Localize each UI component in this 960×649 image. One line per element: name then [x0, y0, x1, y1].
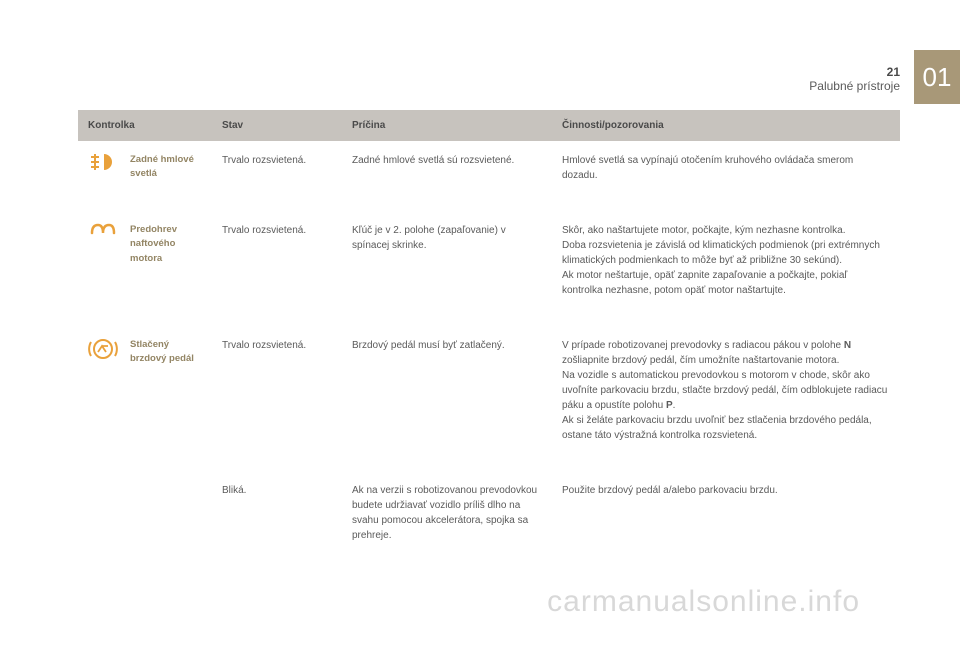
stav-cell: Trvalo rozsvietená.	[212, 143, 342, 211]
col-stav: Stav	[212, 110, 342, 141]
indicator-label: Stlačený brzdový pedál	[120, 328, 212, 571]
icon-cell	[78, 213, 120, 326]
indicator-label: Zadné hmlové svetlá	[120, 143, 212, 211]
col-pricina: Príčina	[342, 110, 552, 141]
cinnosti-cell: Hmlové svetlá sa vypínajú otočením kruho…	[552, 143, 900, 211]
brake-pedal-icon	[88, 336, 118, 362]
stav-cell: Bliká.	[212, 473, 342, 571]
pricina-cell: Zadné hmlové svetlá sú rozsvietené.	[342, 143, 552, 211]
preheat-icon	[89, 221, 117, 237]
icon-cell	[78, 328, 120, 571]
cinnosti-cell: Použite brzdový pedál a/alebo parkovaciu…	[552, 473, 900, 571]
stav-cell: Trvalo rozsvietená.	[212, 213, 342, 326]
table-row: Zadné hmlové svetlá Trvalo rozsvietená. …	[78, 143, 900, 211]
page-header-block: 21 Palubné prístroje	[809, 65, 900, 94]
pricina-cell: Ak na verzii s robotizovanou prevodovkou…	[342, 473, 552, 571]
indicator-label: Predohrev naftového motora	[120, 213, 212, 326]
cinnosti-cell: V prípade robotizovanej prevodovky s rad…	[552, 328, 900, 471]
table-row: Predohrev naftového motora Trvalo rozsvi…	[78, 213, 900, 326]
col-cinnosti: Činnosti/pozorovania	[552, 110, 900, 141]
indicators-table: Kontrolka Stav Príčina Činnosti/pozorova…	[78, 108, 900, 573]
watermark-text: carmanualsonline.info	[547, 585, 860, 619]
icon-cell	[78, 143, 120, 211]
cinnosti-cell: Skôr, ako naštartujete motor, počkajte, …	[552, 213, 900, 326]
table-header-row: Kontrolka Stav Príčina Činnosti/pozorova…	[78, 110, 900, 141]
chapter-tab: 01	[914, 50, 960, 104]
table-row: Stlačený brzdový pedál Trvalo rozsvieten…	[78, 328, 900, 471]
pricina-cell: Brzdový pedál musí byť zatlačený.	[342, 328, 552, 471]
pricina-cell: Kľúč je v 2. polohe (zapaľovanie) v spín…	[342, 213, 552, 326]
col-kontrolka: Kontrolka	[78, 110, 212, 141]
page-section: Palubné prístroje	[809, 79, 900, 93]
rear-fog-icon	[89, 151, 117, 173]
stav-cell: Trvalo rozsvietená.	[212, 328, 342, 471]
table-container: Kontrolka Stav Príčina Činnosti/pozorova…	[78, 108, 900, 573]
page-number: 21	[809, 65, 900, 79]
